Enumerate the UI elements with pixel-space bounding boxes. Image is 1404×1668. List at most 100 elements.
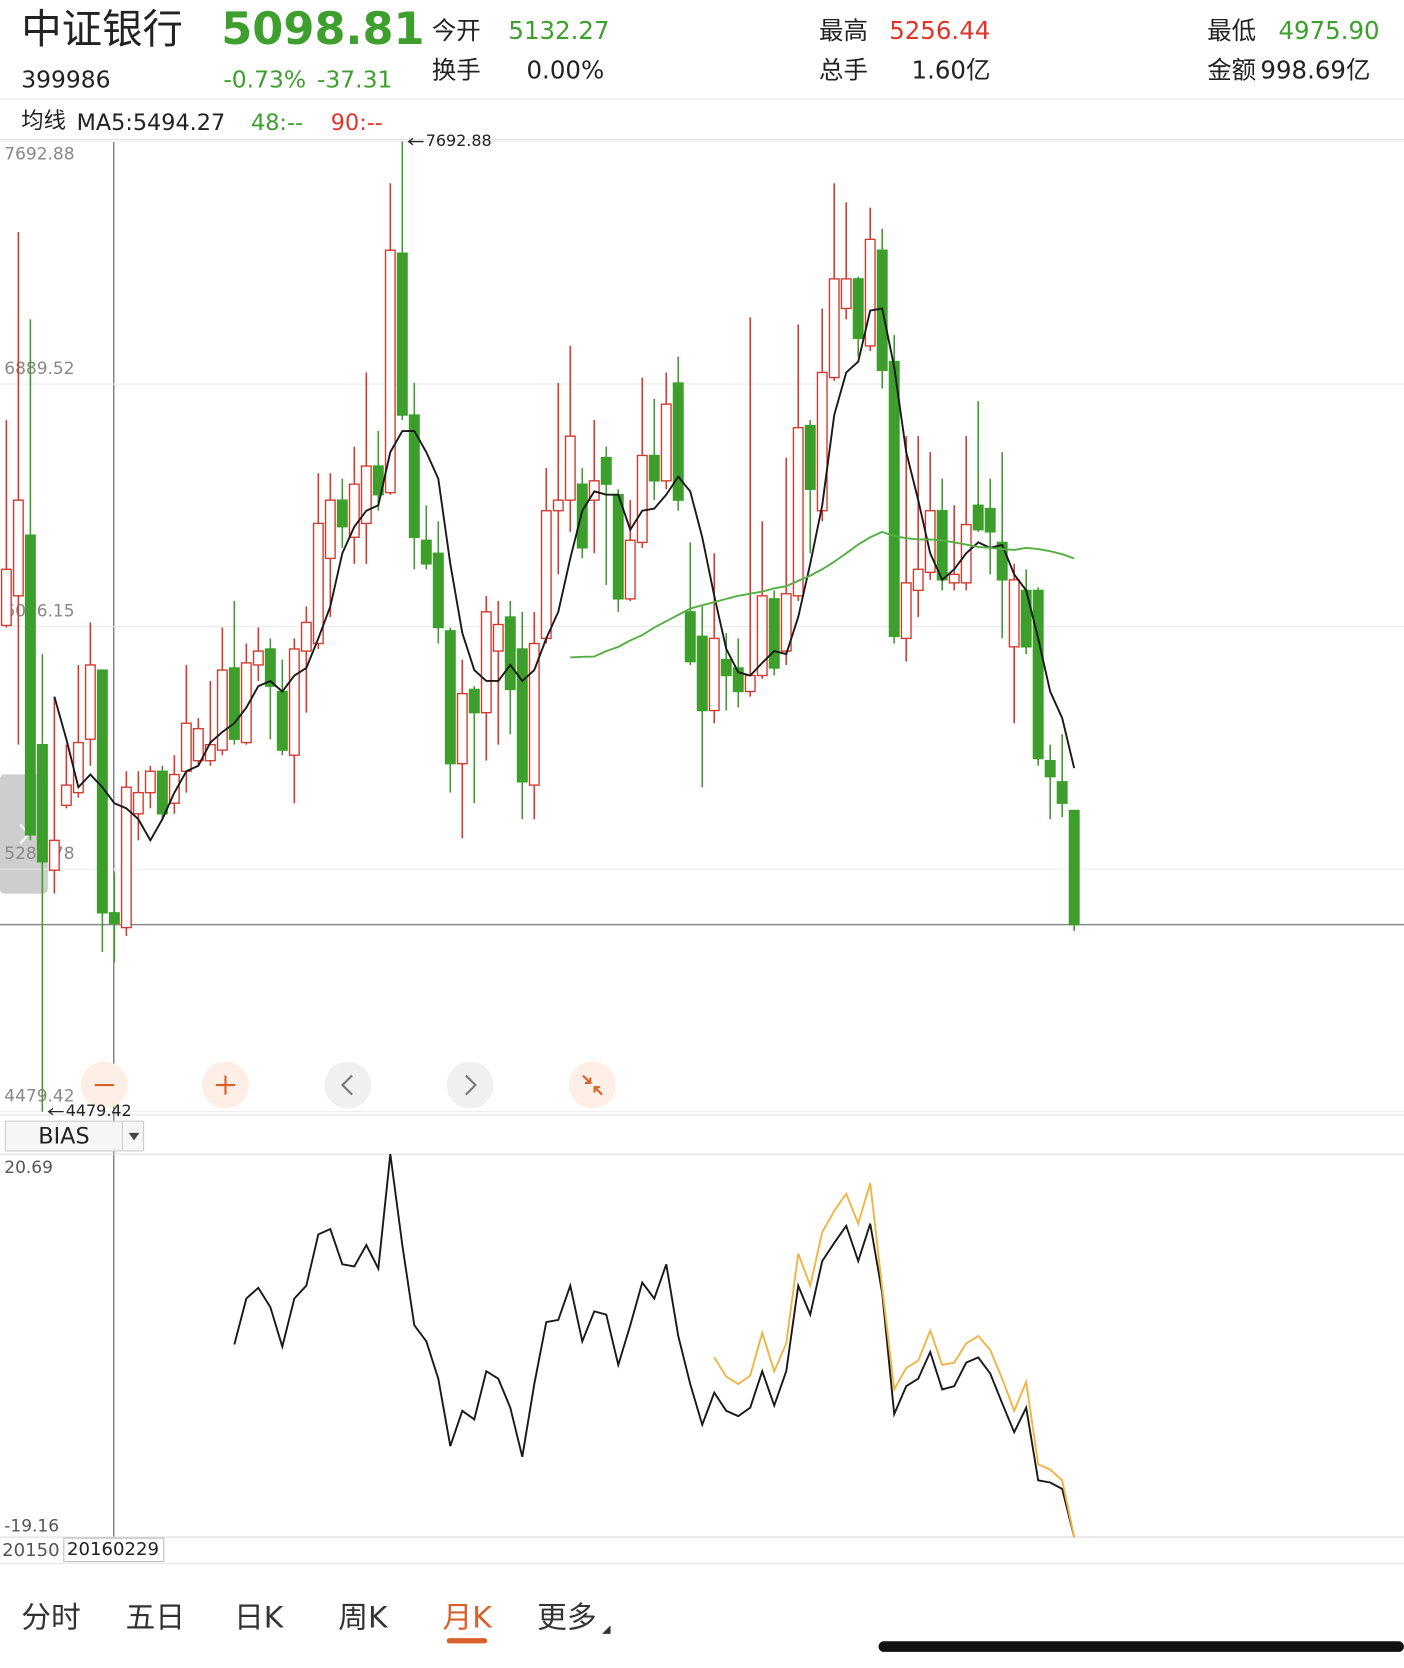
candle-body <box>504 616 516 691</box>
candle-body <box>384 249 396 494</box>
y-tick-label: 6086.15 <box>4 602 74 622</box>
stat-label: 换手 <box>432 55 481 84</box>
candle-body <box>756 595 768 677</box>
tab[interactable]: 更多 <box>537 1600 597 1635</box>
candle-body <box>600 456 612 485</box>
indicator-select[interactable]: BIAS <box>4 1120 145 1152</box>
indicator-name: BIAS <box>38 1124 89 1150</box>
candle-body <box>216 669 228 751</box>
stat-label: 今开 <box>432 16 481 45</box>
zoom-in[interactable] <box>202 1061 249 1109</box>
candle-body <box>48 839 60 871</box>
candle-body <box>576 483 588 549</box>
x-label: 20150 <box>2 1540 60 1561</box>
stat-value: 4975.90 <box>1278 16 1379 45</box>
candle-body <box>1056 781 1068 804</box>
candle-body <box>96 669 108 914</box>
candle-body <box>1044 759 1056 778</box>
candle-body <box>492 623 504 652</box>
tab[interactable]: 日K <box>234 1600 285 1635</box>
line <box>233 1154 1076 1538</box>
candle-body <box>708 637 720 712</box>
candle-body <box>696 635 708 712</box>
candle-body <box>120 786 132 929</box>
zoom-out[interactable] <box>80 1061 128 1109</box>
line <box>713 1182 1076 1538</box>
candle-body <box>144 770 156 794</box>
candle-body <box>828 278 840 379</box>
stat-label: 最高 <box>819 16 868 45</box>
candle-body <box>84 664 96 740</box>
scroll-right[interactable] <box>446 1061 494 1109</box>
candle-body <box>24 534 36 836</box>
change: -37.31 <box>317 65 392 93</box>
candle-body <box>0 568 12 627</box>
candle-body <box>936 510 948 581</box>
home-indicator <box>878 1641 1404 1652</box>
candle-body <box>732 667 744 693</box>
candle-body <box>852 278 864 340</box>
candle-body <box>672 382 684 501</box>
button-bg[interactable] <box>324 1061 372 1109</box>
candle-body <box>684 611 696 663</box>
ma-item: 90:-- <box>331 110 383 136</box>
candle-body <box>396 252 408 416</box>
stat-label: 总手 <box>819 55 868 84</box>
tab[interactable]: 分时 <box>21 1600 81 1635</box>
scroll-left[interactable] <box>324 1061 372 1109</box>
candle-body <box>744 674 756 693</box>
candle-body <box>252 650 264 666</box>
candle-body <box>840 278 852 310</box>
candle-body <box>612 494 624 600</box>
candle-body <box>528 642 540 786</box>
select-box[interactable] <box>4 1120 145 1152</box>
stat-value: 1.60亿 <box>912 55 991 84</box>
candle-body <box>660 403 672 482</box>
candle-body <box>180 722 192 772</box>
candle-body <box>720 658 732 677</box>
candle-body <box>108 912 120 925</box>
button-bg[interactable] <box>446 1061 494 1109</box>
icon <box>340 1074 353 1096</box>
candle-body <box>12 499 24 597</box>
candle-body <box>1068 809 1080 926</box>
candle-body <box>552 499 564 512</box>
candle-body <box>768 598 780 669</box>
button-bg[interactable] <box>569 1061 616 1109</box>
line <box>53 307 1076 843</box>
icon <box>215 1075 236 1095</box>
candle-body <box>420 539 432 565</box>
tab[interactable]: 五日 <box>126 1600 186 1635</box>
candle-body <box>36 743 48 863</box>
line <box>570 530 1075 659</box>
icon <box>465 1074 477 1096</box>
y-tick-label: 6889.52 <box>4 359 74 379</box>
candle-body <box>156 770 168 815</box>
candle-body <box>912 568 924 592</box>
annotation: 7692.88 <box>426 131 492 150</box>
tab[interactable]: 月K <box>442 1600 493 1635</box>
candle-body <box>924 510 936 573</box>
candle-body <box>192 727 204 762</box>
stat-label: 最低 <box>1207 16 1256 45</box>
candle-body <box>444 630 456 765</box>
candle-body <box>1032 589 1044 760</box>
expand-tab-bg[interactable] <box>0 774 48 894</box>
stat-label: 金额 <box>1207 55 1256 84</box>
date-tooltip <box>63 1537 165 1563</box>
stat-value: 5256.44 <box>889 16 990 45</box>
change-pct: -0.73% <box>223 65 306 93</box>
y-tick-label: -19.16 <box>4 1516 59 1536</box>
tab[interactable]: 周K <box>338 1600 389 1635</box>
candle-body <box>516 648 528 783</box>
candle-body <box>336 499 348 528</box>
candle-body <box>408 414 420 538</box>
candle-body <box>60 784 72 807</box>
stock-price: 5098.81 <box>221 3 424 55</box>
candle-body <box>648 454 660 482</box>
candle-body <box>348 483 360 538</box>
collapse[interactable] <box>569 1061 616 1109</box>
candle-body <box>480 611 492 714</box>
candle-body <box>636 454 648 544</box>
